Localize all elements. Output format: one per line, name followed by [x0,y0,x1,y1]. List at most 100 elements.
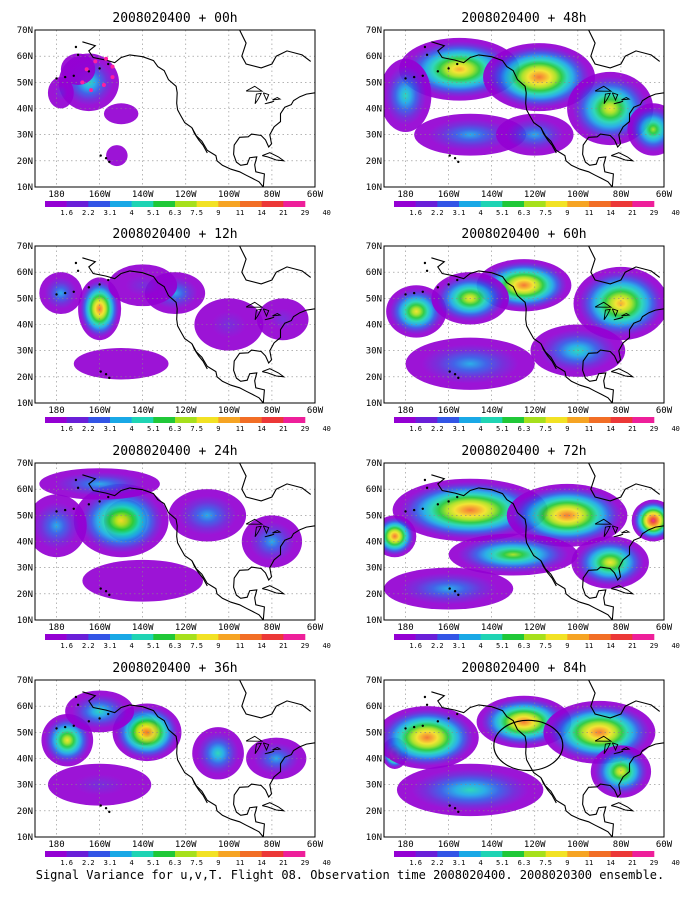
y-tick-label: 50N [17,294,33,304]
colorbar-swatch [610,201,633,207]
colorbar-label: 2.2 [431,209,444,217]
map-panel-72h: 2008020400 + 72h 10N 20N 30N 40N 50N 60N 70N 180… [366,444,680,650]
island-dot [55,77,58,80]
colorbar-swatch [632,634,655,640]
colorbar-swatch [88,417,111,423]
y-tick-label: 50N [366,294,382,304]
colorbar: 1.6 2.2 3.1 4 5.1 6.3 7.5 9 11 14 21 29 40 [45,201,331,217]
colorbar-swatch [153,851,176,857]
colorbar-swatch [632,417,655,423]
panel-title: 2008020400 + 24h [112,444,237,459]
x-tick-label: 120W [524,190,546,200]
colorbar-swatch [45,851,67,857]
island-dot [98,67,101,70]
x-tick-label: 100W [218,840,240,850]
colorbar-label: 11 [585,642,593,650]
x-tick-label: 180 [48,406,64,416]
x-tick-label: 120W [175,623,197,633]
colorbar-label: 9 [565,209,569,217]
colorbar-swatch [480,851,503,857]
coastline [404,463,664,620]
island-dot [99,154,102,157]
x-tick-label: 100W [218,406,240,416]
variance-blob [47,77,74,109]
colorbar-swatch [524,851,546,857]
y-tick-label: 30N [17,347,33,357]
colorbar-swatch [283,201,306,207]
y-tick-label: 50N [17,511,33,521]
variance-blob [627,103,664,156]
colorbar-swatch [394,417,416,423]
y-tick-label: 30N [366,564,382,574]
colorbar-swatch [218,634,241,640]
x-tick-label: 120W [175,406,197,416]
colorbar-label: 40 [671,209,679,217]
lake-path [621,312,631,317]
colorbar-label: 14 [257,425,265,433]
variance-blob [483,43,596,112]
colorbar-label: 11 [585,209,593,217]
island-dot [104,373,108,376]
colorbar-label: 2.2 [82,642,95,650]
island-dot [76,53,80,57]
lake-path [613,750,624,755]
colorbar-swatch [394,851,416,857]
coastline-path [582,308,664,403]
colorbar-label: 11 [236,425,244,433]
colorbar-swatch [218,851,241,857]
island-dot [72,507,75,510]
colorbar-label: 9 [565,425,569,433]
variance-blob [392,478,548,542]
colorbar-label: 29 [301,642,309,650]
island-dot [423,695,427,699]
colorbar-label: 5.1 [147,642,160,650]
colorbar-label: 7.5 [539,209,552,217]
x-tick-label: 140W [481,406,503,416]
coastline-path [191,777,208,804]
colorbar-swatch [261,417,284,423]
map-panel-48h: 2008020400 + 48h 10N 20N 30N 40N 50N 60N 70N 180… [366,11,680,217]
colorbar-label: 21 [628,209,636,217]
island-dot [453,590,457,593]
lake-path [272,96,282,101]
colorbar: 1.6 2.2 3.1 4 5.1 6.3 7.5 9 11 14 21 29 40 [45,634,331,650]
island-dot [404,727,407,730]
coastline-path [233,742,315,837]
y-tick-label: 60N [17,702,33,712]
island-dot [448,370,451,373]
colorbar-label: 4 [479,209,483,217]
x-tick-label: 180 [48,623,64,633]
y-tick-label: 20N [366,590,382,600]
colorbar-swatch [218,201,241,207]
x-tick-label: 80W [613,190,630,200]
x-tick-label: 80W [613,623,630,633]
colorbar-swatch [240,851,262,857]
x-tick-label: 60W [656,623,673,633]
island-dot [63,725,67,729]
map-panel-84h: 2008020400 + 84h 10N 20N 30N 40N 50N 60N 70N 180… [366,661,680,867]
colorbar-swatch [567,417,590,423]
island-dot [448,804,451,807]
colorbar-label: 4 [130,425,134,433]
colorbar-label: 29 [650,642,658,650]
y-tick-label: 10N [366,833,382,843]
y-tick-label: 50N [366,511,382,521]
lake-path [262,525,270,535]
colorbar-label: 21 [279,859,287,867]
variance-blob [631,499,664,542]
x-tick-label: 160W [89,840,111,850]
y-tick-label: 20N [366,373,382,383]
colorbar-swatch [153,201,176,207]
panel-title: 2008020400 + 00h [112,11,237,26]
x-tick-label: 120W [524,406,546,416]
x-tick-label: 100W [567,840,589,850]
colorbar-label: 14 [257,859,265,867]
colorbar-label: 2.2 [431,859,444,867]
colorbar: 1.6 2.2 3.1 4 5.1 6.3 7.5 9 11 14 21 29 40 [45,851,331,867]
island-path [262,368,286,378]
y-tick-label: 40N [17,755,33,765]
colorbar-label: 14 [257,642,265,650]
island-dot [63,508,67,512]
colorbar-label: 3.1 [104,425,117,433]
colorbar-label: 4 [479,425,483,433]
